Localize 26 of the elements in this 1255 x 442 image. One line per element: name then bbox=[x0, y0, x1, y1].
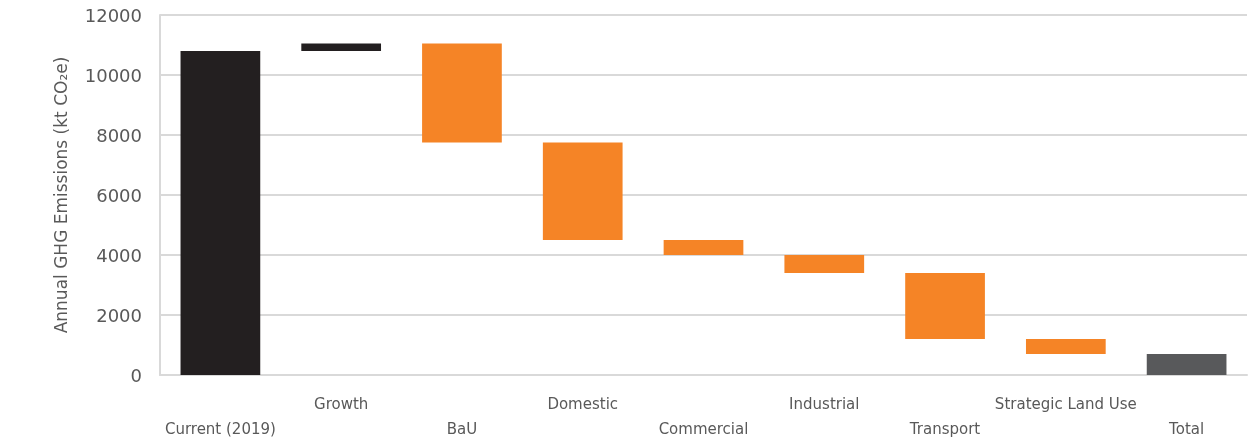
y-tick-label: 8000 bbox=[96, 124, 142, 146]
x-tick-label: Total bbox=[1168, 419, 1205, 438]
y-tick-label: 2000 bbox=[96, 304, 142, 326]
bar bbox=[301, 43, 382, 51]
bar bbox=[422, 43, 502, 143]
y-tick-label: 10000 bbox=[84, 64, 142, 86]
x-tick-label: Strategic Land Use bbox=[994, 394, 1137, 413]
bar bbox=[905, 273, 985, 339]
x-tick-label: BaU bbox=[446, 419, 478, 438]
bar bbox=[663, 240, 744, 255]
y-axis-title: Annual GHG Emissions (kt CO₂e) bbox=[51, 56, 71, 334]
x-tick-label: Commercial bbox=[658, 419, 749, 438]
y-tick-label: 0 bbox=[130, 364, 142, 386]
x-tick-label: Industrial bbox=[789, 394, 860, 413]
bar bbox=[542, 142, 623, 240]
bar bbox=[180, 51, 261, 375]
y-tick-label: 6000 bbox=[96, 184, 142, 206]
y-tick-label: 12000 bbox=[84, 4, 142, 26]
bar bbox=[784, 255, 865, 273]
y-tick-label: 4000 bbox=[96, 244, 142, 266]
x-tick-label: Transport bbox=[908, 419, 981, 438]
x-tick-label: Domestic bbox=[547, 394, 619, 413]
x-tick-label: Growth bbox=[314, 394, 369, 413]
bar bbox=[1025, 339, 1106, 354]
x-tick-label: Current (2019) bbox=[164, 419, 276, 438]
bar bbox=[1146, 354, 1227, 375]
